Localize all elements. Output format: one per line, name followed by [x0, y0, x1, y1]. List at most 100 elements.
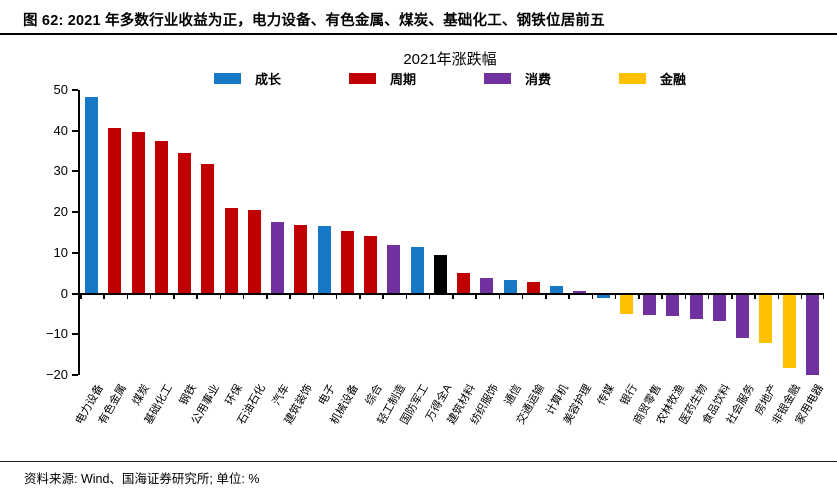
- bar-汽车: [271, 221, 285, 293]
- y-tick-mark: [72, 89, 78, 91]
- bar-机械设备: [340, 231, 354, 293]
- bar-家用电器: [805, 294, 819, 375]
- bar-国防军工: [410, 246, 424, 293]
- bar-电子: [317, 226, 331, 293]
- bar-石油石化: [247, 209, 261, 293]
- x-tick-mark: [754, 294, 756, 299]
- x-tick-mark: [707, 294, 710, 299]
- x-tick-mark: [638, 294, 640, 299]
- x-tick-mark: [103, 294, 105, 299]
- x-tick-mark: [289, 294, 291, 299]
- bar-非银金融: [782, 294, 796, 368]
- legend-item-4: 金融: [619, 69, 686, 88]
- bar-环保: [224, 207, 238, 293]
- y-tick-label: −20: [45, 367, 68, 382]
- x-tick-mark: [521, 294, 524, 299]
- y-tick-label: 20: [53, 204, 68, 220]
- x-tick-mark: [219, 294, 221, 299]
- x-tick-mark: [614, 294, 617, 299]
- chart-title: 2021年涨跌幅: [403, 51, 497, 68]
- x-axis-line: [80, 292, 824, 295]
- bar-电力设备: [85, 97, 99, 293]
- x-tick-mark: [591, 294, 593, 299]
- y-tick-label: 40: [53, 122, 68, 138]
- x-tick-mark: [242, 294, 245, 299]
- x-tick-mark: [731, 294, 733, 299]
- bar-商贸零售: [643, 294, 657, 316]
- y-tick-label: 30: [53, 163, 68, 179]
- x-tick-mark: [149, 294, 152, 299]
- legend-item-2: 周期: [348, 69, 416, 88]
- legend-swatch-icon: [484, 72, 511, 84]
- bar-社会服务: [736, 294, 750, 338]
- x-tick-mark: [126, 294, 128, 299]
- y-tick-label: 0: [60, 285, 68, 301]
- bar-基础化工: [154, 141, 168, 293]
- bar-美容护理: [573, 290, 587, 293]
- legend-label: 金融: [660, 71, 687, 87]
- bar-房地产: [759, 294, 773, 344]
- x-tick-mark: [382, 294, 384, 299]
- x-tick-mark: [684, 294, 686, 299]
- x-tick-mark: [475, 294, 477, 299]
- x-tick-mark: [661, 294, 663, 299]
- y-tick-label: 50: [53, 82, 68, 97]
- legend-swatch-icon: [619, 72, 647, 84]
- legend-swatch-icon: [213, 72, 241, 84]
- x-tick-mark: [498, 294, 500, 299]
- bar-医药生物: [689, 294, 703, 319]
- bar-有色金属: [108, 127, 122, 293]
- x-axis-labels: 电力设备 有色金属 煤炭 基础化工 钢铁 公用事业 环保 石油石化 汽车 建筑装饰 电子 机械设备 综合…: [73, 381, 826, 461]
- x-tick-mark: [359, 294, 361, 299]
- x-tick-mark: [312, 294, 314, 299]
- legend-swatch-icon: [348, 72, 376, 84]
- bar-煤炭: [131, 131, 145, 293]
- bar-通信: [503, 279, 517, 293]
- legend-label: 消费: [525, 71, 552, 87]
- x-tick-mark: [777, 294, 779, 299]
- bar-建筑材料: [457, 273, 471, 293]
- source-note: 资料来源: Wind、国海证券研究所; 单位: %: [24, 472, 260, 486]
- x-tick-mark: [335, 294, 338, 299]
- bar-综合: [364, 235, 378, 293]
- legend-label: 周期: [389, 71, 416, 87]
- y-tick-mark: [72, 251, 78, 254]
- bar-公用事业: [201, 164, 215, 293]
- chart-legend: 成长 周期 消费 金融: [78, 69, 822, 87]
- x-tick-mark: [568, 294, 570, 299]
- legend-label: 成长: [254, 71, 281, 87]
- x-tick-mark: [173, 294, 175, 299]
- header-rule: [0, 33, 837, 35]
- y-tick-label: 10: [53, 244, 68, 260]
- bar-交通运输: [526, 281, 540, 293]
- plot-area: [72, 89, 824, 376]
- bar-万得全A: [433, 255, 447, 293]
- y-tick-mark: [72, 129, 78, 132]
- bar-农林牧渔: [666, 294, 680, 317]
- legend-item-1: 成长: [213, 69, 281, 88]
- y-tick-mark: [72, 170, 78, 173]
- bar-建筑装饰: [294, 224, 308, 293]
- y-tick-mark: [72, 333, 78, 336]
- legend-item-3: 消费: [484, 69, 551, 88]
- x-tick-mark: [80, 294, 82, 299]
- bar-传媒: [596, 294, 610, 299]
- bar-食品饮料: [712, 294, 726, 322]
- y-tick-mark: [72, 374, 78, 376]
- x-tick-mark: [428, 294, 431, 299]
- x-tick-mark: [266, 294, 268, 299]
- x-category-label: 传媒: [595, 382, 618, 408]
- footer-rule: [0, 461, 837, 462]
- bar-纺织服饰: [480, 278, 494, 293]
- y-tick-mark: [72, 211, 78, 214]
- bar-计算机: [550, 285, 564, 293]
- y-tick-label: −10: [45, 326, 68, 342]
- x-tick-mark: [405, 294, 407, 299]
- x-tick-mark: [822, 294, 824, 299]
- x-tick-mark: [452, 294, 454, 299]
- bar-轻工制造: [387, 244, 401, 293]
- y-tick-mark: [72, 292, 78, 295]
- x-tick-mark: [196, 294, 198, 299]
- figure-title: 图 62: 2021 年多数行业收益为正，电力设备、有色金属、煤炭、基础化工、钢…: [23, 13, 605, 29]
